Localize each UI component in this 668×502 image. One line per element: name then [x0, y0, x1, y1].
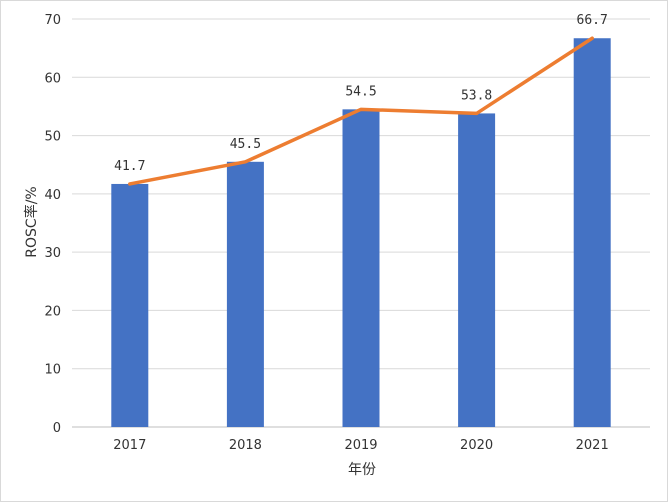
- y-tick-label: 60: [44, 71, 61, 86]
- y-tick-label: 20: [44, 304, 61, 319]
- bar-2021: [573, 38, 611, 428]
- y-tick-label: 40: [44, 188, 61, 203]
- y-tick-label: 10: [44, 363, 61, 378]
- data-label: 41.7: [114, 159, 145, 174]
- data-label: 54.5: [345, 84, 376, 99]
- bar-2020: [458, 113, 496, 428]
- bars: [111, 38, 611, 428]
- line-series: [128, 36, 594, 186]
- bar-2019: [342, 109, 380, 427]
- bar-2018: [226, 161, 264, 428]
- y-tick-labels: 0 10 20 30 40 50 60 70: [44, 13, 61, 436]
- x-tick-label: 2021: [576, 438, 609, 453]
- data-label: 66.7: [577, 13, 608, 28]
- x-tick-label: 2017: [113, 438, 146, 453]
- y-axis-title: ROSC率/%: [23, 186, 40, 257]
- data-label: 53.8: [461, 88, 492, 103]
- y-tick-label: 30: [44, 246, 61, 261]
- x-tick-label: 2020: [460, 438, 493, 453]
- x-tick-labels: 2017 2018 2019 2020 2021: [113, 438, 608, 453]
- y-tick-label: 0: [53, 421, 61, 436]
- bar-2017: [111, 183, 149, 427]
- data-label: 45.5: [230, 137, 261, 152]
- data-labels: 41.7 45.5 54.5 53.8 66.7: [114, 13, 608, 174]
- x-tick-label: 2019: [344, 438, 377, 453]
- x-tick-label: 2018: [229, 438, 262, 453]
- x-axis-title: 年份: [348, 462, 376, 478]
- y-tick-label: 70: [44, 13, 61, 28]
- y-tick-label: 50: [44, 130, 61, 145]
